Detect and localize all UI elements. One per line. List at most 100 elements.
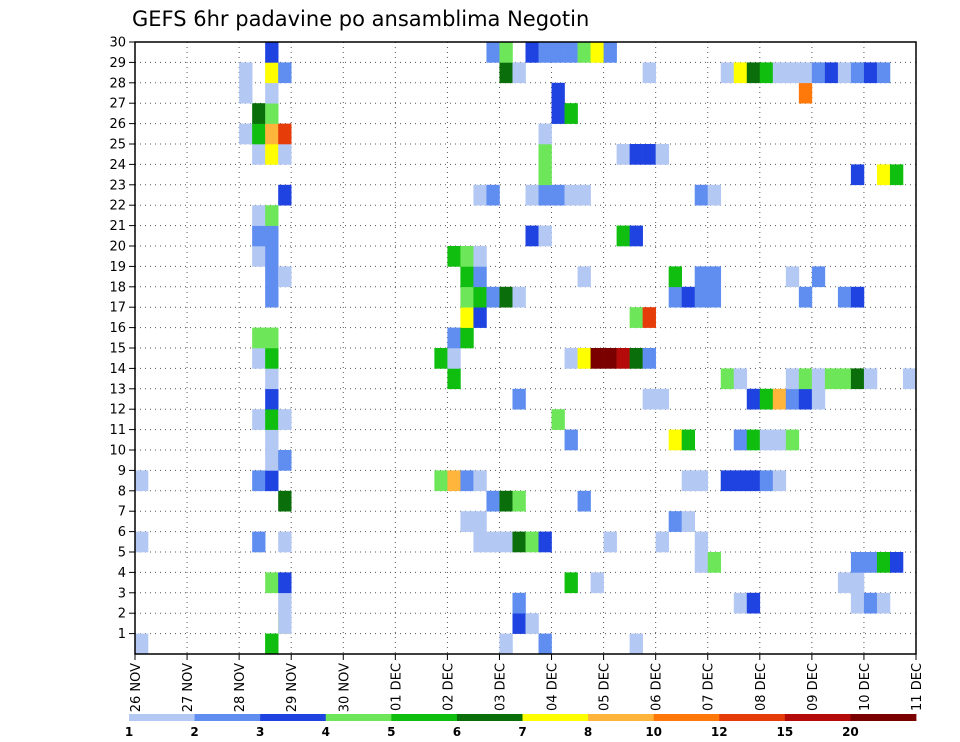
heatmap-cell [629,225,643,247]
heatmap-cell [759,388,774,410]
heatmap-cell [265,368,279,390]
heatmap-cell [278,450,292,471]
heatmap-cell [252,225,266,247]
colorbar-segment [522,714,589,721]
heatmap-cell [499,286,513,308]
heatmap-cell [486,490,500,512]
heatmap-cell [460,286,474,308]
heatmap-cell [785,388,800,410]
heatmap-cell [850,552,865,573]
heatmap-cell [447,470,461,492]
heatmap-cell [538,123,552,145]
y-tick-label: 29 [109,56,126,71]
heatmap-cell [733,592,748,614]
heatmap-cell [590,572,604,594]
colorbar-segment [260,714,327,721]
heatmap-cell [785,429,800,451]
y-tick-label: 17 [109,301,126,316]
heatmap-cell [850,286,865,308]
heatmap-cell [265,572,279,594]
heatmap-cell [265,42,279,63]
colorbar-segment [588,714,655,721]
heatmap-cell [447,368,461,390]
y-tick-label: 9 [118,464,126,479]
colorbar-label: 7 [518,725,526,739]
heatmap-cell [707,266,722,288]
heatmap-cell [681,286,696,308]
heatmap-cell [512,286,526,308]
heatmap-cell [525,225,539,247]
heatmap-cell [668,429,682,451]
heatmap-cell [863,62,878,84]
colorbar-segment [325,714,392,721]
heatmap-cell [850,592,865,614]
heatmap-cell [473,307,487,328]
heatmap-cell [616,225,630,247]
heatmap-cell [811,62,826,84]
y-tick-label: 30 [109,36,126,51]
heatmap-cell [668,511,682,532]
heatmap-cell [720,368,735,390]
heatmap-cell [564,103,578,124]
y-tick-label: 15 [109,342,126,357]
heatmap-cell [564,572,578,594]
heatmap-cell [863,552,878,573]
heatmap-cell [603,42,617,63]
heatmap-cell [135,633,149,655]
colorbar-label: 12 [711,725,728,739]
heatmap-cell [577,490,591,512]
heatmap-cell [564,184,578,206]
heatmap-cell [616,348,630,369]
heatmap-cell [252,123,266,145]
heatmap-cell [447,246,461,267]
x-tick-label: 02 DEC [441,663,456,711]
heatmap-cell [265,327,279,349]
heatmap-cell [460,327,474,349]
heatmap-cell [447,348,461,369]
heatmap-cell [772,62,787,84]
heatmap-cell [564,42,578,63]
heatmap-cell [265,205,279,226]
heatmap-cell [265,470,279,492]
heatmap-cell [278,613,292,634]
x-tick-label: 30 NOV [337,663,352,712]
y-tick-label: 20 [109,240,126,255]
heatmap-cell [473,511,487,532]
heatmap-cell [694,266,709,288]
heatmap-cell [252,144,266,165]
heatmap-cell [252,103,266,124]
x-tick-label: 29 NOV [285,663,300,712]
heatmap-cell [252,205,266,226]
heatmap-cell [564,348,578,369]
heatmap-cell [499,633,513,655]
heatmap-cell [460,307,474,328]
heatmap-cell [694,470,709,492]
colorbar-label: 5 [387,725,395,739]
y-tick-label: 26 [109,117,126,132]
heatmap-cell [265,123,279,145]
heatmap-cell [278,592,292,614]
heatmap-cell [681,511,696,532]
heatmap-cell [772,388,787,410]
y-tick-label: 4 [118,566,126,581]
x-tick-label: 07 DEC [702,663,717,711]
heatmap-cell [811,368,826,390]
heatmap-cell [460,470,474,492]
colorbar-label: 1 [125,725,133,739]
heatmap-cell [876,552,891,573]
heatmap-cell [707,286,722,308]
x-tick-label: 04 DEC [546,663,561,711]
heatmap-cell [564,429,578,451]
heatmap-cell [473,266,487,288]
heatmap-cell [265,388,279,410]
heatmap-cell [486,42,500,63]
heatmap-cell [135,531,149,553]
y-tick-label: 24 [109,158,126,173]
heatmap-cell [642,144,656,165]
colorbar: 1 2 3 4 5 6 7 8 10 12 15 20 [125,714,917,739]
colorbar-label: 15 [776,725,793,739]
heatmap-cell [590,42,604,63]
y-tick-label: 18 [109,280,126,295]
heatmap-cell [252,409,266,430]
heatmap-cell [252,327,266,349]
